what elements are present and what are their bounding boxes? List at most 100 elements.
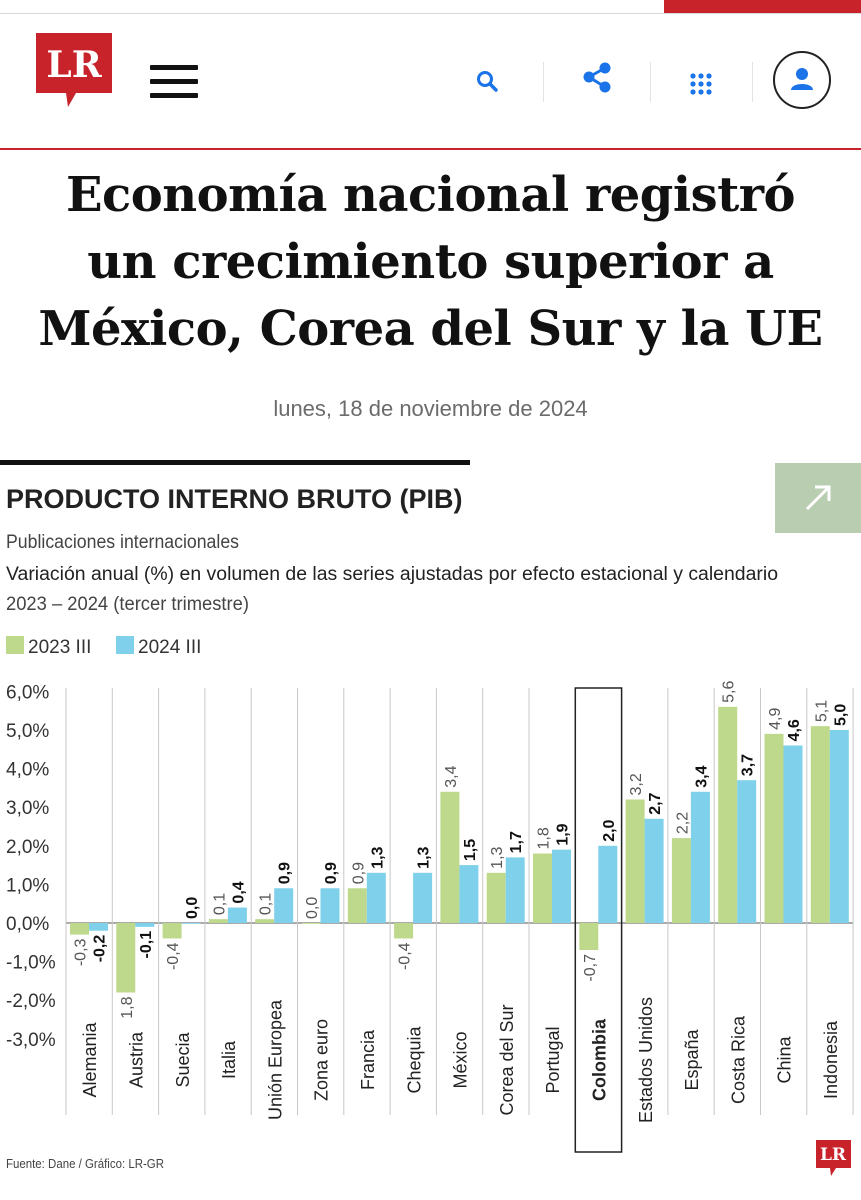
data-label-2023: 2,2 (674, 812, 691, 834)
gdp-chart: PRODUCTO INTERNO BRUTO (PIB) Publicacion… (0, 460, 854, 1176)
bar-2023 (440, 791, 460, 923)
legend-label-1: 2024 III (138, 637, 201, 658)
y-tick-label: 4,0% (6, 760, 49, 781)
data-label-2023: 5,1 (813, 700, 830, 722)
bar-2024 (366, 872, 386, 923)
data-label-2023: -0,7 (582, 954, 599, 982)
bar-2024 (459, 865, 479, 923)
bar-2024 (181, 923, 201, 924)
data-label-2023: 3,4 (443, 765, 460, 787)
bar-2023 (394, 923, 414, 939)
chart-subtitle-1: Publicaciones internacionales (6, 532, 239, 553)
category-label: Unión Europea (265, 999, 285, 1120)
data-label-2023: 1,8 (119, 996, 136, 1018)
data-label-2024: 1,3 (416, 846, 433, 868)
legend-swatch-0 (6, 636, 24, 654)
legend-label-0: 2023 III (28, 637, 91, 658)
category-label: México (451, 1031, 471, 1088)
bar-2024 (413, 872, 433, 923)
y-tick-label: -1,0% (6, 953, 56, 974)
chart-title: PRODUCTO INTERNO BRUTO (PIB) (6, 484, 463, 514)
y-tick-label: -2,0% (6, 991, 56, 1012)
category-label: Indonesia (821, 1020, 841, 1099)
header-divider (752, 62, 753, 102)
y-tick-label: 6,0% (6, 682, 49, 703)
bar-2023 (208, 919, 228, 923)
category-label: Chequia (404, 1025, 424, 1093)
data-label-2024: 1,9 (555, 823, 572, 845)
category-label: Austria (126, 1031, 146, 1088)
top-accent-bar (664, 0, 861, 13)
expand-image-button[interactable] (775, 463, 861, 533)
bar-2023 (116, 923, 136, 993)
data-label-2024: 1,7 (508, 831, 525, 853)
chart-legend: 2023 III 2024 III (6, 636, 201, 658)
data-label-2024: -0,2 (92, 935, 109, 963)
bar-2023 (347, 888, 367, 923)
data-label-2024: -0,1 (138, 931, 155, 959)
data-label-2023: 4,9 (767, 708, 784, 730)
bar-2024 (783, 745, 803, 923)
data-label-2023: -0,4 (397, 942, 414, 970)
article-headline: Economía nacional registró un crecimient… (20, 162, 841, 363)
highlight-box (574, 687, 623, 1153)
y-tick-label: 5,0% (6, 721, 49, 742)
data-label-2024: 3,4 (693, 765, 710, 787)
bar-2024 (737, 780, 757, 923)
category-label: Alemania (80, 1021, 100, 1097)
top-divider (0, 13, 861, 14)
data-label-2024: 0,0 (184, 897, 201, 919)
data-label-2024: 1,3 (369, 846, 386, 868)
data-label-2024: 0,4 (230, 881, 247, 903)
user-account-icon[interactable] (772, 50, 832, 110)
category-label: Italia (219, 1040, 239, 1079)
data-label-2024: 0,9 (277, 862, 294, 884)
data-label-2023: 5,6 (721, 680, 738, 702)
data-label-2023: 0,0 (304, 897, 321, 919)
bar-2024 (274, 888, 294, 923)
category-label: Francia (358, 1029, 378, 1090)
site-header: LR (0, 14, 861, 148)
bar-2024 (135, 923, 155, 927)
lr-watermark: LR (816, 1140, 851, 1176)
y-tick-label: 3,0% (6, 798, 49, 819)
svg-text:LR: LR (820, 1145, 847, 1165)
logo-text: LR (46, 44, 102, 86)
data-label-2024: 2,7 (647, 792, 664, 814)
chart-subtitle-2: Variación anual (%) en volumen de las se… (6, 564, 778, 585)
headline-line-3: México, Corea del Sur y la UE (38, 301, 823, 357)
headline-line-1: Economía nacional registró (65, 167, 796, 223)
bar-2024 (829, 730, 849, 923)
share-icon[interactable] (581, 61, 613, 95)
grid-apps-icon[interactable] (689, 72, 713, 96)
lr-logo[interactable]: LR (36, 33, 112, 107)
data-label-2024: 3,7 (740, 754, 757, 776)
bar-2024 (552, 849, 571, 923)
chart-subtitle-3: 2023 – 2024 (tercer trimestre) (6, 594, 249, 615)
menu-button[interactable] (150, 65, 198, 99)
y-tick-label: 2,0% (6, 837, 49, 858)
data-label-2023: 1,8 (536, 827, 553, 849)
legend-swatch-1 (116, 636, 134, 654)
bar-2024 (89, 923, 108, 931)
bar-2023 (625, 799, 645, 923)
category-label: Suecia (173, 1031, 193, 1087)
data-label-2023: -0,4 (165, 942, 182, 970)
bar-2023 (718, 706, 738, 923)
data-label-2024: 1,5 (462, 839, 479, 861)
bar-2023 (810, 726, 830, 923)
bar-2023 (671, 838, 691, 923)
data-label-2024: 4,6 (786, 719, 803, 741)
category-label: Colombia (589, 1018, 609, 1101)
category-label: Estados Unidos (636, 997, 656, 1123)
header-red-border (0, 148, 861, 150)
article-date: lunes, 18 de noviembre de 2024 (273, 396, 588, 421)
bar-2024 (644, 818, 664, 923)
header-divider (543, 62, 544, 102)
category-label: Portugal (543, 1026, 563, 1093)
search-icon[interactable] (475, 69, 501, 95)
category-label: Zona euro (312, 1019, 332, 1101)
bar-2024 (690, 791, 710, 923)
chart-source: Fuente: Dane / Gráfico: LR-GR (6, 1156, 164, 1171)
headline-line-2: un crecimiento superior a (87, 234, 774, 290)
